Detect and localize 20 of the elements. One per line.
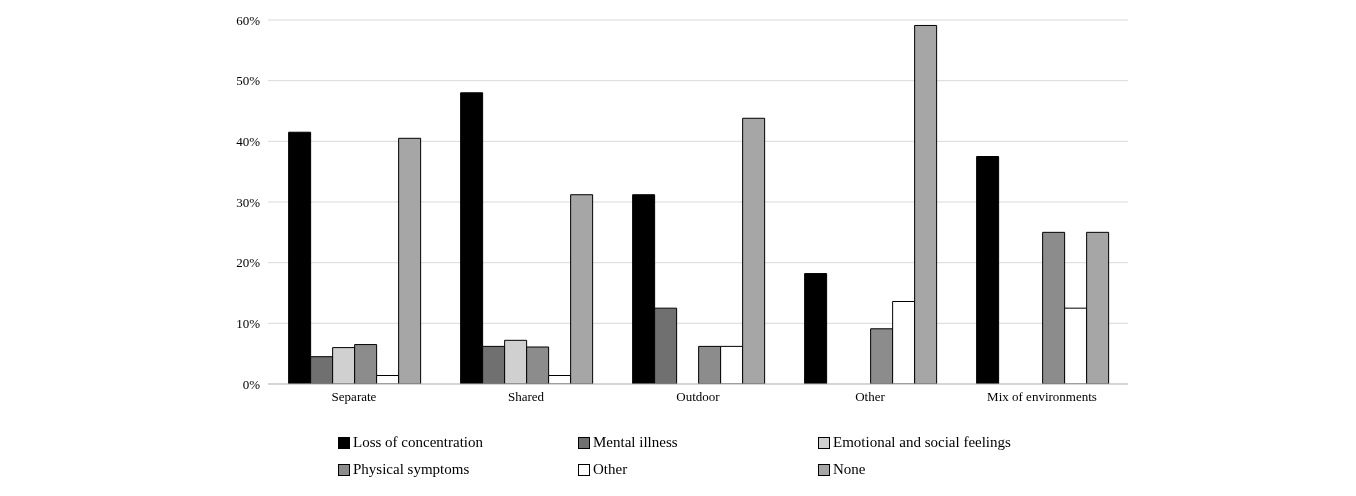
legend-label: Physical symptoms xyxy=(353,461,470,478)
x-tick-label: Shared xyxy=(507,389,545,405)
y-tick-label: 60% xyxy=(236,12,261,28)
y-tick-label: 50% xyxy=(236,73,261,89)
legend-label: Loss of concentration xyxy=(353,434,483,451)
x-tick-label: Outdoor xyxy=(676,389,721,405)
y-tick-label: 0% xyxy=(242,376,261,392)
legend-label: Other xyxy=(593,461,628,478)
x-tick-label: Mix of environments xyxy=(987,389,1097,405)
y-tick-label: 10% xyxy=(236,315,261,331)
bar xyxy=(976,156,1000,384)
y-tick-label: 40% xyxy=(236,133,261,149)
legend-label: Mental illness xyxy=(593,434,678,451)
x-tick-label: Other xyxy=(855,389,886,405)
legend-label: Emotional and social feelings xyxy=(833,434,1011,451)
legend-label: None xyxy=(833,461,866,478)
y-tick-label: 20% xyxy=(236,255,261,271)
bar xyxy=(804,273,828,384)
y-tick-label: 30% xyxy=(236,194,261,210)
x-tick-label: Separate xyxy=(331,389,377,405)
